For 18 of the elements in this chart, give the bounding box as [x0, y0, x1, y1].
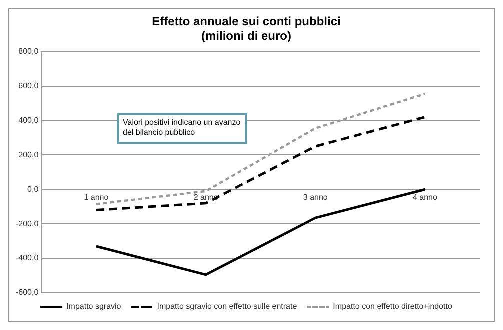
x-tick-label: 1 anno [84, 192, 110, 202]
y-tick-label: -600,0 [16, 288, 40, 298]
x-tick-label: 2 anno [194, 192, 219, 202]
y-tick-label: 800,0 [18, 47, 40, 56]
legend-label: Impatto sgravio [66, 302, 122, 312]
y-tick-label: 200,0 [18, 150, 40, 160]
y-tick-label: -400,0 [16, 254, 40, 263]
x-tick-label: 4 anno [412, 192, 438, 202]
y-tick-label: -200,0 [16, 219, 40, 228]
x-tick-label: 3 anno [303, 192, 328, 202]
annotation: Valori positivi indicano un avanzo del bilancio pubblico [117, 113, 247, 144]
y-tick-label: 0,0 [28, 184, 40, 194]
legend-label: Impatto sgravio con effetto sulle entrate [157, 302, 298, 312]
chart-title: Effetto annuale sui conti pubblici [152, 14, 341, 29]
chart-subtitle: (milioni di euro) [202, 28, 292, 43]
y-tick-label: 600,0 [18, 81, 40, 90]
legend-label: Impatto con effetto diretto+indotto [333, 302, 453, 312]
y-tick-label: 400,0 [18, 116, 40, 125]
